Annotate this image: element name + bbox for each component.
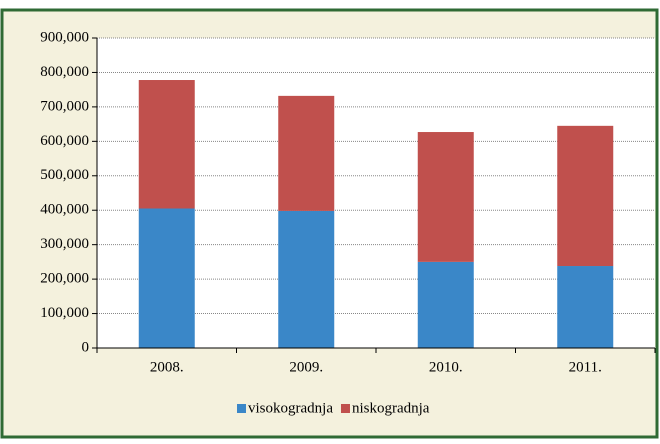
y-tick-label: 300,000	[40, 236, 89, 252]
legend-label: niskogradnja	[352, 400, 430, 416]
x-tick-label: 2011.	[569, 359, 602, 375]
y-tick-label: 0	[82, 339, 90, 355]
bar-segment	[278, 210, 335, 348]
y-tick-label: 100,000	[40, 305, 89, 321]
bar-segment	[138, 80, 195, 209]
legend-swatch	[340, 404, 350, 413]
bar-segment	[417, 132, 474, 262]
y-tick-label: 800,000	[40, 64, 89, 80]
y-tick-label: 500,000	[40, 167, 89, 183]
y-tick-label: 400,000	[40, 202, 89, 218]
y-tick-label: 900,000	[40, 29, 89, 45]
bar-segment	[278, 95, 335, 211]
y-tick-label: 200,000	[40, 271, 89, 287]
bar-segment	[138, 208, 195, 348]
bar-segment	[417, 261, 474, 348]
x-tick-label: 2008.	[150, 359, 184, 375]
y-tick-label: 600,000	[40, 133, 89, 149]
y-tick-label: 700,000	[40, 98, 89, 114]
bar-segment	[557, 266, 614, 348]
bar-segment	[557, 125, 614, 267]
x-tick-label: 2010.	[429, 359, 463, 375]
x-tick-label: 2009.	[289, 359, 323, 375]
legend-swatch	[237, 404, 246, 413]
legend-label: visokogradnja	[248, 400, 333, 416]
